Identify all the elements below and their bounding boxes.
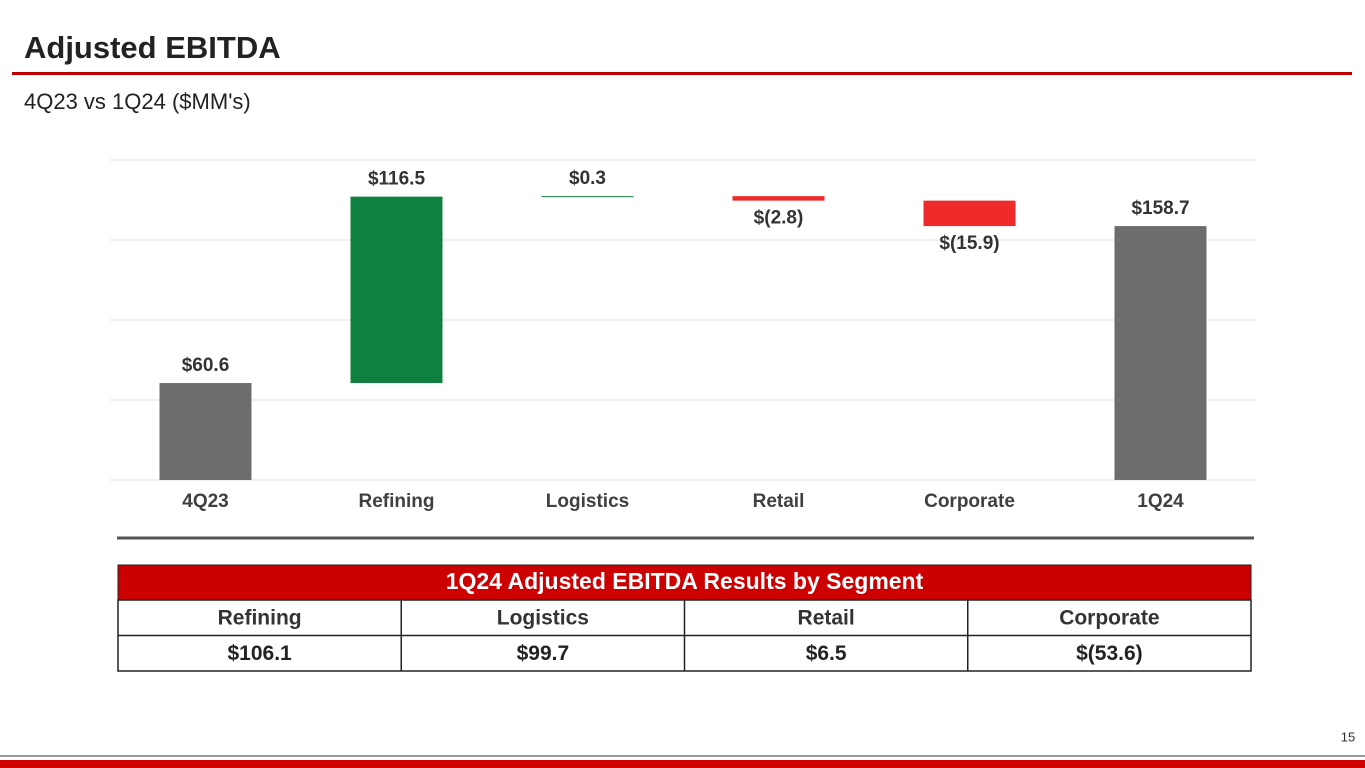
x-tick-label: 1Q24 — [1137, 491, 1184, 512]
table-column-header: Corporate — [1059, 606, 1159, 629]
value-label: $0.3 — [569, 168, 606, 189]
table-column-header: Retail — [798, 606, 855, 629]
table-cell: $106.1 — [228, 642, 293, 665]
bar — [1114, 226, 1207, 480]
table-cell: $6.5 — [806, 642, 847, 665]
table-column-header: Refining — [218, 606, 302, 629]
bar — [732, 196, 825, 201]
x-tick-label: 4Q23 — [182, 491, 228, 512]
value-label: $(2.8) — [754, 208, 804, 229]
x-tick-label: Retail — [753, 491, 805, 512]
title: Adjusted EBITDA — [24, 30, 281, 65]
page-number: 15 — [1341, 729, 1355, 744]
x-tick-label: Logistics — [546, 491, 629, 512]
title-rule — [12, 72, 1352, 75]
table-cell: $(53.6) — [1076, 642, 1143, 665]
bar — [923, 200, 1016, 227]
footer-band — [0, 760, 1365, 768]
value-label: $(15.9) — [939, 233, 999, 254]
table-column-header: Logistics — [497, 606, 589, 629]
subtitle: 4Q23 vs 1Q24 ($MM's) — [24, 89, 251, 114]
value-label: $158.7 — [1131, 198, 1189, 219]
table-title: 1Q24 Adjusted EBITDA Results by Segment — [446, 568, 924, 594]
x-tick-label: Corporate — [924, 491, 1015, 512]
value-label: $60.6 — [182, 355, 230, 376]
bar — [159, 383, 252, 480]
bar — [541, 196, 634, 198]
table-cell: $99.7 — [517, 642, 570, 665]
value-label: $116.5 — [368, 169, 425, 190]
x-tick-label: Refining — [359, 491, 435, 512]
bar — [350, 196, 443, 384]
